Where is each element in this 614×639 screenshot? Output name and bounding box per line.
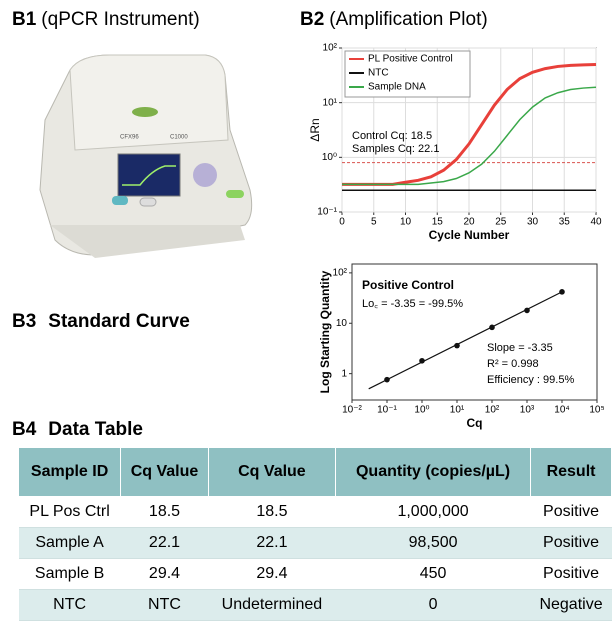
table-cell: 1,000,000 <box>335 496 531 528</box>
header-cell: Result <box>530 447 612 497</box>
table-cell: Sample B <box>18 558 121 590</box>
table-cell: NTC <box>18 589 121 621</box>
legend-label: Sample DNA <box>368 82 426 93</box>
y-tick-label: 10 <box>336 318 348 329</box>
x-tick-label: 10² <box>485 405 500 416</box>
panel-title: B3 Standard Curve <box>12 311 190 332</box>
x-tick-label: 15 <box>432 217 444 228</box>
table-row: Sample B 29.4 29.4 450 Positive <box>18 558 612 590</box>
panel-name: Standard Curve <box>48 311 189 332</box>
x-tick-label: 10 <box>400 217 412 228</box>
x-tick-label: 35 <box>559 217 571 228</box>
x-axis-label: Cycle Number <box>429 228 510 242</box>
chart-title: Positive Control <box>362 278 454 292</box>
x-tick-label: 30 <box>527 217 539 228</box>
panel-title: B2 (Amplification Plot) <box>300 9 488 30</box>
y-tick-label: 1 <box>341 368 347 379</box>
device-label: CFX96 <box>120 135 139 141</box>
instrument <box>39 54 253 258</box>
x-tick-label: 10⁻² <box>342 405 362 416</box>
table-cell: 22.1 <box>208 527 336 559</box>
panel-name: (qPCR Instrument) <box>41 9 199 30</box>
annotation: Efficiency : 99.5% <box>487 374 574 386</box>
table-cell: Positive <box>530 496 612 528</box>
y-tick-label: 10⁻¹ <box>317 207 337 218</box>
header-cell: Cq Value <box>207 447 337 497</box>
table-row: PL Pos Ctrl 18.5 18.5 1,000,000 Positive <box>18 496 612 528</box>
data-point <box>454 342 460 349</box>
legend-label: NTC <box>368 68 389 79</box>
table-cell: Negative <box>530 589 612 621</box>
legend-label: PL Positive Control <box>368 54 453 65</box>
annotation: Slope = -3.35 <box>487 342 553 354</box>
table-cell: 18.5 <box>208 496 336 528</box>
x-tick-label: 10⁰ <box>414 405 429 416</box>
legend-box <box>344 50 471 98</box>
panel-label: B4 <box>12 419 37 440</box>
table-cell: 22.1 <box>120 527 209 559</box>
y-axis-label: Log Starting Quantity <box>318 270 332 393</box>
y-tick-label: 10⁰ <box>322 152 337 163</box>
x-tick-label: 10⁴ <box>554 405 569 416</box>
x-axis-label: Cq <box>467 416 483 430</box>
panel-name: (Amplification Plot) <box>329 9 487 30</box>
header-row: Sample ID Cq Value Cq Value Quantity (copie… <box>17 447 612 497</box>
data-point <box>559 289 565 295</box>
table-cell: NTC <box>120 589 209 621</box>
table-cell: 98,500 <box>335 527 531 559</box>
table-body: PL Pos Ctrl 18.5 18.5 1,000,000 Positive Samp… <box>18 496 612 621</box>
x-tick-label: 25 <box>495 217 507 228</box>
table-row: Sample A 22.1 22.1 98,500 Positive <box>18 527 612 559</box>
trendline <box>368 291 563 390</box>
panel-label: B1 <box>12 9 37 30</box>
y-axis-label: ΔRn <box>308 118 322 141</box>
annotation: Lo꜀ = -3.35 = -99.5% <box>362 298 463 310</box>
x-tick-label: 0 <box>339 217 345 228</box>
data-point <box>384 376 390 383</box>
table-row: NTC NTC Undetermined 0 Negative <box>18 589 612 621</box>
header-cell: Cq Value <box>120 447 209 497</box>
table-cell: Sample A <box>18 527 121 559</box>
header-cell: Quantity (copies/µL) <box>335 447 532 497</box>
table-cell: 18.5 <box>120 496 209 528</box>
table-cell: PL Pos Ctrl <box>18 496 121 528</box>
panel-title: B4 Data Table <box>12 419 143 440</box>
panel-label: B3 <box>12 311 36 332</box>
x-tick-label: 40 <box>590 217 602 228</box>
x-tick-label: 20 <box>463 217 475 228</box>
y-tick-label: 10¹ <box>323 97 338 108</box>
y-tick-label: 10² <box>333 268 348 279</box>
series-line <box>342 86 597 186</box>
data-point <box>419 357 425 364</box>
x-tick-label: 10³ <box>520 405 535 416</box>
annotation: Control Cq: 18.5 <box>352 130 432 142</box>
annotation: R² = 0.998 <box>487 358 539 370</box>
table-cell: 0 <box>335 589 531 621</box>
table-cell: 29.4 <box>208 558 336 590</box>
y-tick-label: 10² <box>323 43 338 54</box>
table-cell: Positive <box>530 527 612 559</box>
panel-title: B1 (qPCR Instrument) <box>12 9 200 30</box>
x-tick-label: 5 <box>371 217 377 228</box>
x-tick-label: 10⁻¹ <box>377 405 397 416</box>
data-point <box>489 324 495 331</box>
x-tick-label: 10⁵ <box>589 405 604 416</box>
table-cell: 450 <box>335 558 531 590</box>
x-tick-label: 10¹ <box>450 405 465 416</box>
panel-name: Data Table <box>48 419 143 440</box>
device-label: C1000 <box>170 135 188 141</box>
table-cell: 29.4 <box>120 558 209 590</box>
panel-label: B2 <box>300 9 324 30</box>
data-point <box>524 307 530 314</box>
table-cell: Positive <box>530 558 612 590</box>
data-table: Sample ID Cq Value Cq Value Quantity (copie… <box>17 447 612 621</box>
header-cell: Sample ID <box>17 447 122 497</box>
table-cell: Undetermined <box>208 589 336 621</box>
annotation: Samples Cq: 22.1 <box>352 143 439 155</box>
